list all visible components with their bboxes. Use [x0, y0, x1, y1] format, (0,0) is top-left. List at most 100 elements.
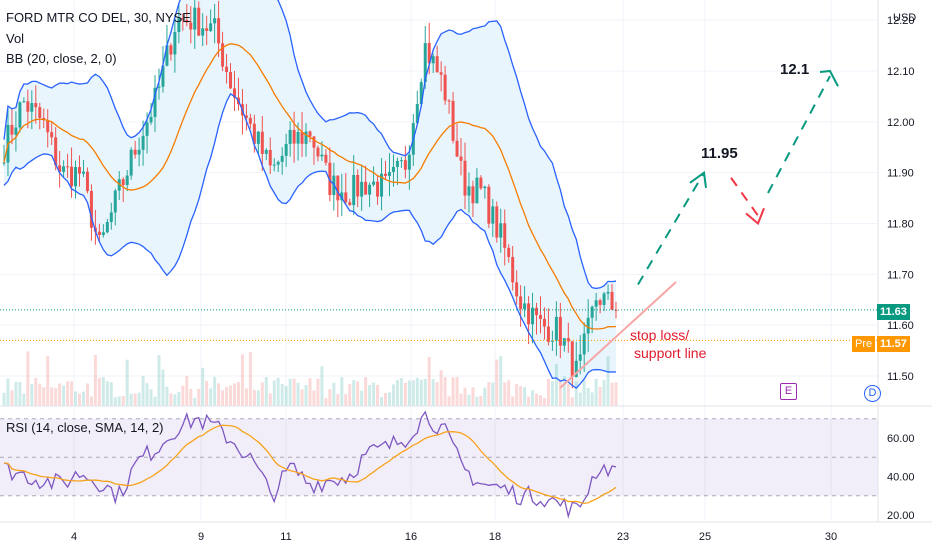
last-price-tag: 11.63: [877, 304, 910, 320]
candle-body: [387, 172, 391, 176]
candle-body: [531, 307, 535, 325]
volume-bar: [328, 389, 332, 406]
projection-up-1: [637, 172, 705, 286]
symbol-legend[interactable]: FORD MTR CO DEL, 30, NYSE: [6, 10, 191, 25]
currency-label[interactable]: USD: [893, 12, 917, 24]
candle-body: [145, 122, 149, 136]
candle-body: [356, 174, 360, 197]
candle-body: [427, 43, 431, 64]
candle-body: [344, 192, 348, 203]
candle-body: [189, 22, 193, 30]
volume-bar: [296, 382, 300, 406]
candle-body: [232, 88, 236, 98]
volume-bar: [447, 396, 451, 406]
volume-bar: [62, 385, 66, 406]
projection-down: [730, 177, 761, 219]
volume-bar: [550, 381, 554, 406]
volume-bar: [356, 381, 360, 406]
drawings[interactable]: [559, 69, 839, 389]
candle-body: [340, 192, 344, 201]
volume-bar: [256, 390, 260, 406]
volume-bar: [284, 386, 288, 406]
volume-bar: [566, 383, 570, 406]
volume-bar: [101, 376, 105, 406]
time-tick-label: 4: [71, 531, 77, 543]
rsi-legend[interactable]: RSI (14, close, SMA, 14, 2): [6, 420, 164, 435]
candle-body: [248, 117, 252, 124]
earnings-badge[interactable]: E: [780, 383, 797, 400]
candle-body: [304, 131, 308, 144]
volume-bar: [578, 392, 582, 406]
volume-bar: [78, 393, 82, 406]
time-tick-label: 18: [489, 531, 501, 543]
candle-body: [225, 66, 229, 73]
candle-body: [590, 306, 594, 318]
volume-bar: [455, 376, 459, 406]
candle-body: [296, 131, 300, 144]
candle-body: [256, 131, 260, 144]
volume-bar: [427, 357, 431, 406]
volume-bar: [372, 382, 376, 406]
projection-up-2: [767, 75, 831, 194]
rsi-line: [3, 410, 617, 519]
candle-body: [125, 175, 129, 186]
volume-bar: [403, 382, 407, 406]
volume-bar: [169, 393, 173, 406]
volume-bar: [141, 376, 145, 406]
candle-body: [18, 102, 22, 128]
volume-bar: [213, 376, 217, 406]
volume-bar: [610, 382, 614, 406]
support-text-line-1[interactable]: stop loss/: [630, 327, 690, 343]
candle-body: [380, 173, 384, 197]
target-label-2[interactable]: 12.1: [780, 61, 810, 78]
candle-body: [348, 202, 352, 206]
dividend-badge[interactable]: D: [864, 385, 881, 402]
candle-body: [316, 147, 320, 157]
candle-body: [30, 103, 34, 112]
volume-bar: [280, 384, 284, 406]
candle-body: [173, 32, 177, 55]
volume-bar: [360, 390, 364, 406]
projection-arrowhead-3: [819, 69, 839, 87]
bb-legend[interactable]: BB (20, close, 2, 0): [6, 51, 117, 66]
volume-bar: [248, 351, 252, 406]
candle-body: [129, 149, 133, 176]
volume-bar: [399, 378, 403, 406]
candle-body: [586, 317, 590, 334]
candle-body: [507, 247, 511, 258]
price-tick-label: 11.80: [887, 219, 914, 231]
volume-bar: [240, 354, 244, 406]
candle-body: [435, 56, 439, 73]
volume-bar: [340, 377, 344, 406]
volume-bar: [527, 396, 531, 406]
candle-body: [14, 127, 18, 135]
price-tick-label: 12.00: [887, 117, 915, 129]
support-text-line-2[interactable]: support line: [634, 345, 707, 361]
candle-body: [523, 303, 527, 309]
volume-bar: [316, 378, 320, 406]
volume-bar: [531, 390, 535, 406]
volume-bar: [467, 394, 471, 406]
volume-bar: [523, 387, 527, 406]
volume-bar: [22, 393, 26, 406]
time-tick-label: 23: [617, 531, 629, 543]
volume-legend[interactable]: Vol: [6, 31, 25, 46]
candle-body: [38, 107, 42, 118]
candle-body: [105, 222, 109, 233]
volume-bar: [236, 381, 240, 406]
time-tick-label: 25: [699, 531, 711, 543]
volume-bar: [471, 387, 475, 406]
volume-bar: [145, 383, 149, 406]
candle-body: [10, 124, 14, 135]
candle-body: [185, 19, 189, 23]
volume-bar: [407, 380, 411, 406]
candle-body: [300, 131, 304, 144]
candle-body: [288, 129, 292, 144]
candle-body: [606, 291, 610, 294]
volume-bar: [487, 381, 491, 406]
volume-bar: [614, 382, 618, 406]
rsi-ma-line: [3, 424, 617, 505]
target-label-1[interactable]: 11.95: [701, 145, 738, 162]
candle-body: [451, 100, 455, 141]
